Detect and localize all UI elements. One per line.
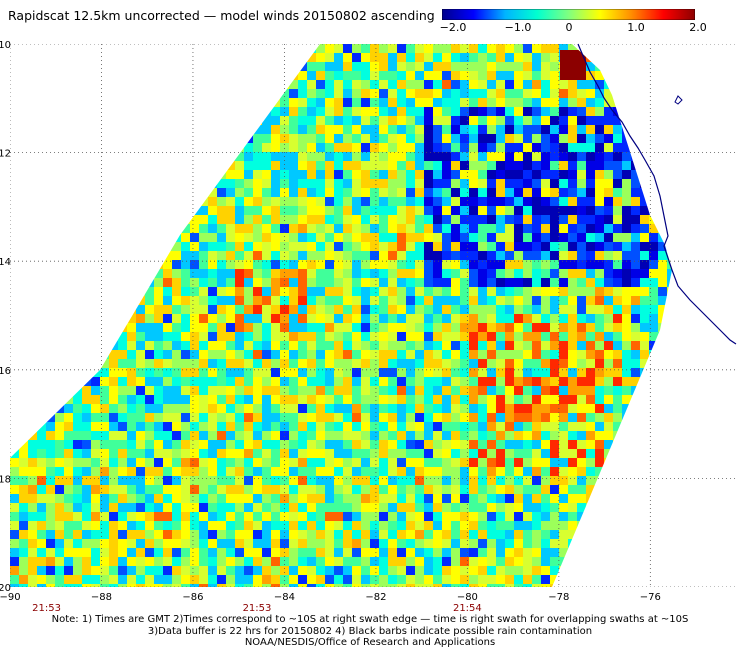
- latitude-tick-label: −10: [0, 40, 11, 51]
- colorbar-tick-label: 2.0: [689, 21, 707, 34]
- latitude-tick-label: −14: [0, 257, 11, 268]
- coastline: [577, 43, 737, 345]
- wind-speed-swath: [10, 44, 672, 587]
- map-title: Rapidscat 12.5km uncorrected — model win…: [8, 8, 435, 23]
- colorbar-tick-label: −1.0: [504, 21, 532, 34]
- longitude-tick-label: −90: [0, 592, 21, 603]
- colorbar-tick-label: 0: [565, 21, 573, 34]
- longitude-tick-label: −88: [91, 592, 112, 603]
- latitude-tick-label: −16: [0, 366, 11, 377]
- latitude-axis: −10 −12 −14 −16 −18 −20: [0, 40, 11, 594]
- longitude-tick-label: −84: [274, 592, 295, 603]
- wind-map: −90 −88 −86 −84 −82 −80 −78 −76 −10 −12 −14 −16 −18…: [0, 40, 737, 612]
- longitude-tick-label: −76: [640, 592, 661, 603]
- time-labels: 21:53 21:53 21:54: [32, 603, 482, 612]
- time-label: 21:54: [453, 603, 482, 612]
- note-line: NOAA/NESDIS/Office of Research and Appli…: [244, 637, 496, 648]
- time-label: 21:53: [32, 603, 61, 612]
- colorbar-tick-label: −2.0: [439, 21, 467, 34]
- longitude-tick-label: −80: [457, 592, 478, 603]
- longitude-tick-label: −86: [182, 592, 203, 603]
- longitude-axis: −90 −88 −86 −84 −82 −80 −78 −76: [0, 592, 661, 603]
- latitude-tick-label: −18: [0, 474, 11, 485]
- note-line: 3)Data buffer is 22 hrs for 20150802 4) …: [147, 625, 593, 637]
- longitude-tick-label: −78: [548, 592, 569, 603]
- note-line: Note: 1) Times are GMT 2)Times correspon…: [51, 614, 689, 625]
- longitude-tick-label: −82: [365, 592, 386, 603]
- colorbar-tick-label: 1.0: [627, 21, 645, 34]
- lat-lon-grid: [10, 44, 736, 587]
- coastline: [674, 95, 683, 105]
- colorbar: [442, 9, 695, 20]
- time-label: 21:53: [243, 603, 272, 612]
- footer-notes: Note: 1) Times are GMT 2)Times correspon…: [0, 614, 740, 649]
- latitude-tick-label: −20: [0, 583, 11, 594]
- latitude-tick-label: −12: [0, 149, 11, 160]
